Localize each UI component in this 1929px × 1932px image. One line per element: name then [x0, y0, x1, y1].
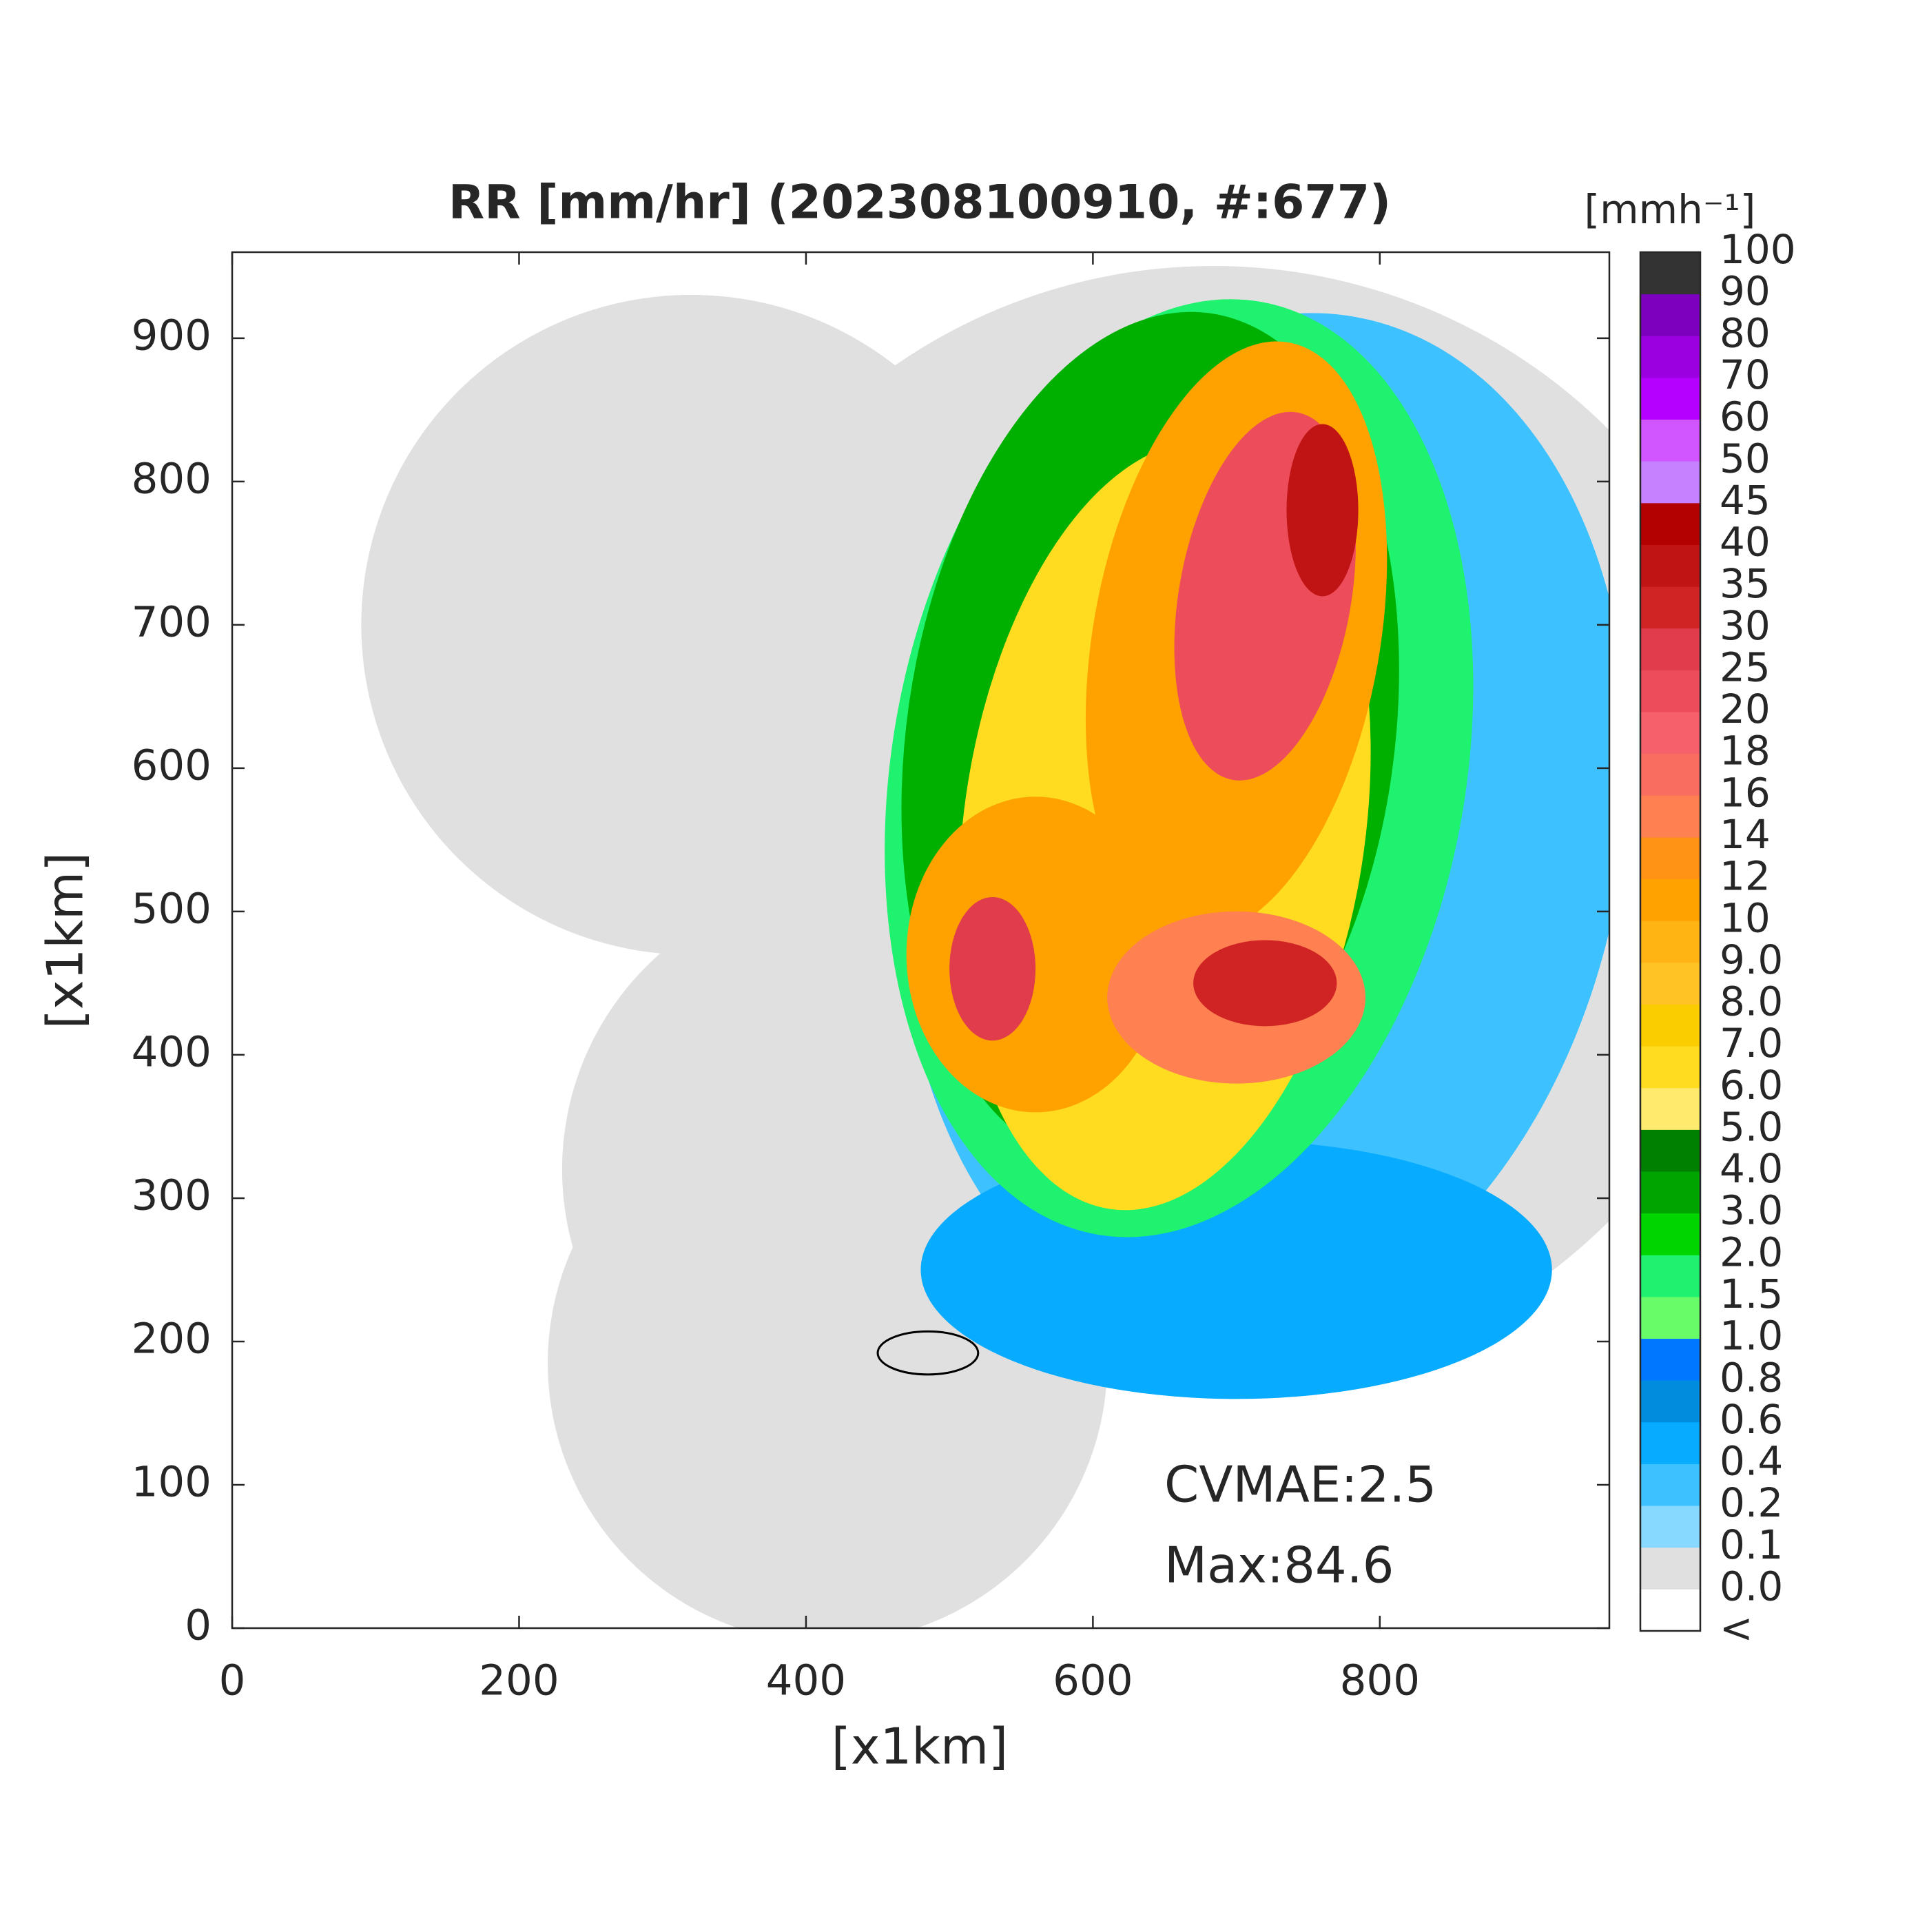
colorbar-bin: [1640, 795, 1700, 838]
colorbar-bin: [1640, 1296, 1700, 1339]
y-tick-label: 200: [132, 1315, 212, 1364]
colorbar-tick-label: <: [1720, 1605, 1753, 1652]
colorbar-bin: [1640, 1380, 1700, 1423]
rain-area: [1193, 940, 1337, 1027]
colorbar-tick-label: 4.0: [1720, 1145, 1783, 1192]
island-outline: [876, 1330, 980, 1376]
colorbar-tick-label: 0.0: [1720, 1563, 1783, 1610]
colorbar-tick-label: 25: [1720, 644, 1771, 690]
colorbar-bin: [1640, 461, 1700, 504]
colorbar-tick-label: 1.0: [1720, 1313, 1783, 1359]
y-tick-label: 900: [132, 311, 212, 360]
colorbar-tick-label: 80: [1720, 309, 1771, 356]
colorbar-bin: [1640, 544, 1700, 587]
y-tick-label: 800: [132, 454, 212, 503]
colorbar-bin: [1640, 628, 1700, 670]
annotation: CVMAE:2.5: [1164, 1456, 1436, 1514]
y-axis-label: [x1km]: [37, 852, 94, 1029]
colorbar-bin: [1640, 252, 1700, 295]
colorbar-bin: [1640, 1213, 1700, 1255]
colorbar-bin: [1640, 1087, 1700, 1130]
colorbar-tick-label: 8.0: [1720, 978, 1783, 1025]
colorbar-tick-label: 0.2: [1720, 1479, 1783, 1526]
colorbar-bin: [1640, 419, 1700, 462]
colorbar-frame: [1639, 251, 1702, 1632]
colorbar-tick-label: 9.0: [1720, 936, 1783, 983]
y-tick-label: 500: [132, 884, 212, 933]
colorbar-bin: [1640, 921, 1700, 963]
colorbar-tick-label: 45: [1720, 477, 1771, 524]
colorbar-bin: [1640, 502, 1700, 545]
colorbar-bin: [1640, 1547, 1700, 1590]
colorbar-tick-label: 0.4: [1720, 1438, 1783, 1485]
colorbar-bin: [1640, 336, 1700, 378]
colorbar-bin: [1640, 1129, 1700, 1172]
colorbar-bin: [1640, 1255, 1700, 1297]
colorbar-bin: [1640, 962, 1700, 1005]
rain-area: [949, 896, 1036, 1041]
colorbar-tick-label: 1.5: [1720, 1271, 1783, 1317]
colorbar-bin: [1640, 753, 1700, 796]
colorbar-tick-label: 0.6: [1720, 1396, 1783, 1443]
rain-area: [1286, 424, 1359, 597]
x-tick-label: 200: [479, 1656, 559, 1705]
colorbar-tick-label: 7.0: [1720, 1020, 1783, 1067]
annotation: Max:84.6: [1164, 1537, 1394, 1594]
y-tick-label: 300: [132, 1171, 212, 1220]
colorbar-tick-label: 10: [1720, 894, 1771, 941]
x-tick-label: 0: [219, 1656, 246, 1705]
radar-field: [361, 266, 1609, 1628]
y-tick-label: 700: [132, 597, 212, 646]
colorbar-tick-label: 100: [1720, 226, 1796, 273]
x-tick-label: 600: [1053, 1656, 1133, 1705]
colorbar-bin: [1640, 1505, 1700, 1548]
colorbar-tick-label: 6.0: [1720, 1062, 1783, 1109]
colorbar-tick-label: 40: [1720, 519, 1771, 566]
colorbar-tick-label: 30: [1720, 602, 1771, 649]
x-tick-label: 800: [1340, 1656, 1420, 1705]
x-axis-label: [x1km]: [832, 1718, 1008, 1776]
rain-area: [906, 797, 1165, 1113]
colorbar-tick-label: 12: [1720, 853, 1771, 900]
colorbar-bin: [1640, 1589, 1700, 1632]
colorbar-bin: [1640, 670, 1700, 712]
x-tick-label: 400: [766, 1656, 846, 1705]
colorbar-label: [mmh⁻¹]: [1585, 186, 1756, 233]
colorbar-tick-label: 0.1: [1720, 1521, 1783, 1568]
y-tick-label: 600: [132, 741, 212, 790]
colorbar-bin: [1640, 294, 1700, 336]
colorbar-tick-label: 18: [1720, 728, 1771, 774]
colorbar-bin: [1640, 1463, 1700, 1506]
colorbar-tick-label: 35: [1720, 560, 1771, 607]
colorbar-tick-label: 0.8: [1720, 1354, 1783, 1401]
colorbar-tick-label: 60: [1720, 393, 1771, 440]
colorbar-bin: [1640, 1171, 1700, 1214]
colorbar-tick-label: 70: [1720, 351, 1771, 398]
colorbar-tick-label: 3.0: [1720, 1187, 1783, 1234]
colorbar-bin: [1640, 836, 1700, 880]
colorbar-bin: [1640, 1004, 1700, 1047]
colorbar-bin: [1640, 1421, 1700, 1464]
colorbar-tick-label: 50: [1720, 435, 1771, 482]
colorbar-tick-label: 5.0: [1720, 1103, 1783, 1150]
chart-title: RR [mm/hr] (202308100910, #:677): [448, 176, 1391, 230]
y-tick-label: 0: [185, 1601, 212, 1650]
colorbar-bin: [1640, 377, 1700, 420]
colorbar-bin: [1640, 1046, 1700, 1089]
y-tick-label: 400: [132, 1028, 212, 1077]
colorbar-bin: [1640, 586, 1700, 629]
colorbar-tick-label: 2.0: [1720, 1229, 1783, 1275]
colorbar-tick-label: 16: [1720, 769, 1771, 816]
colorbar-tick-label: 90: [1720, 268, 1771, 315]
colorbar-bin: [1640, 1338, 1700, 1381]
colorbar-tick-label: 20: [1720, 686, 1771, 732]
plot-frame: [231, 251, 1611, 1630]
colorbar-tick-label: 14: [1720, 811, 1771, 858]
colorbar-bin: [1640, 712, 1700, 754]
y-tick-label: 100: [132, 1458, 212, 1507]
colorbar-bin: [1640, 878, 1700, 921]
